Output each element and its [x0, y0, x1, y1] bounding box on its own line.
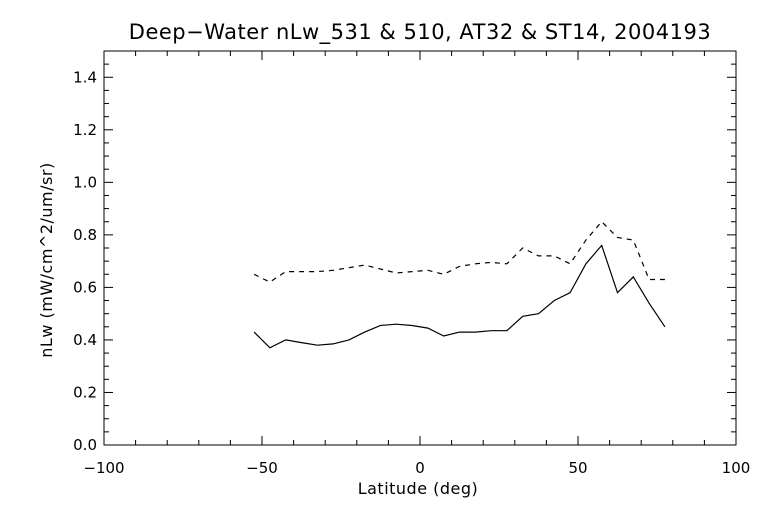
y-axis-tick-labels: 0.0 0.2 0.4 0.6 0.8 1.0 1.2 1.4 [73, 68, 97, 454]
x-tick-label: 0 [415, 459, 425, 477]
y-axis-label: nLw (mW/cm^2/um/sr) [37, 162, 56, 357]
series-line-dashed [253, 220, 665, 283]
series-group [253, 220, 666, 349]
y-tick-label: 1.4 [73, 68, 97, 86]
y-tick-label: 0.2 [73, 383, 97, 401]
x-tick-label: −50 [246, 459, 278, 477]
x-tick-label: 50 [568, 459, 587, 477]
chart-title: Deep−Water nLw_531 & 510, AT32 & ST14, 2… [129, 20, 711, 45]
y-tick-label: 0.6 [73, 278, 97, 296]
y-tick-label: 1.2 [73, 121, 97, 139]
x-tick-label: 100 [722, 459, 751, 477]
y-axis-ticks [104, 63, 736, 446]
x-axis-ticks [103, 51, 737, 445]
x-axis-label: Latitude (deg) [358, 479, 479, 498]
plot-frame [103, 50, 737, 446]
y-tick-label: 0.0 [73, 436, 97, 454]
y-tick-label: 0.4 [73, 331, 97, 349]
x-tick-label: −100 [83, 459, 124, 477]
series-line-solid [253, 244, 666, 349]
y-tick-label: 0.8 [73, 226, 97, 244]
x-axis-tick-labels: −100 −50 0 50 100 [83, 459, 750, 477]
y-tick-label: 1.0 [73, 173, 97, 191]
